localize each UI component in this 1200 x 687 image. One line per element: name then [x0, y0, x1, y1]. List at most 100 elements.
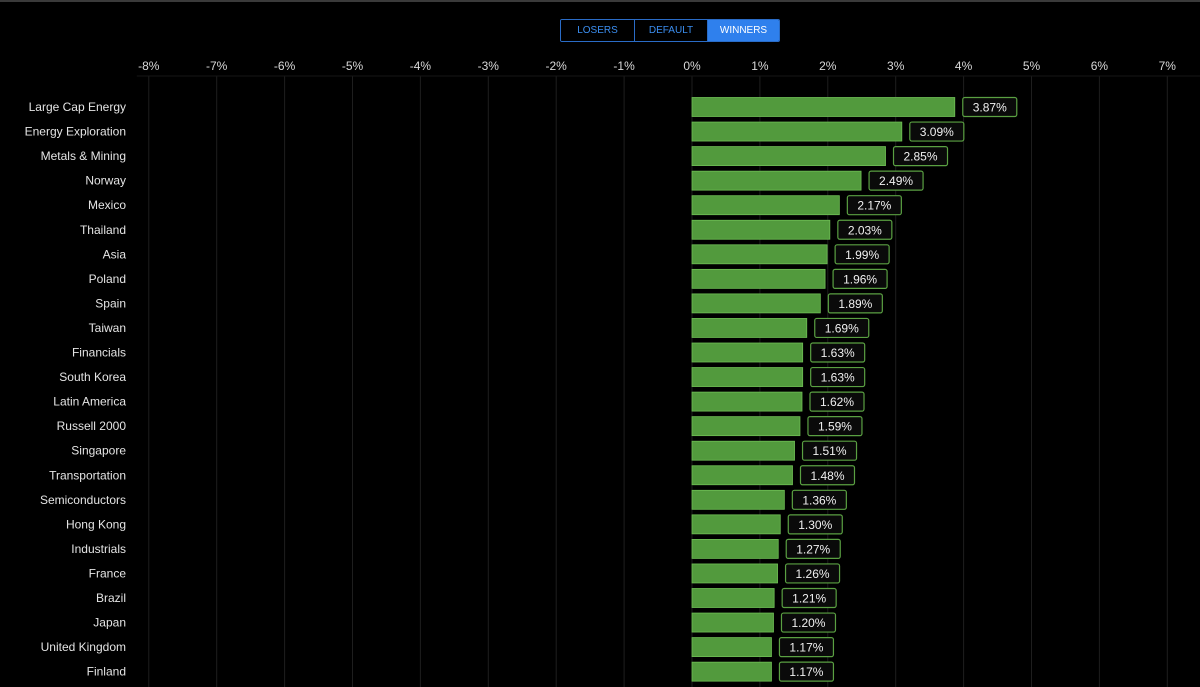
value-label: 1.96% — [843, 272, 877, 286]
bar[interactable] — [691, 465, 793, 486]
value-label-box — [780, 612, 837, 633]
value-label-box — [781, 587, 837, 609]
bar[interactable] — [691, 539, 779, 559]
value-label-box — [827, 293, 883, 314]
default-button[interactable]: DEFAULT — [634, 20, 707, 41]
x-tick-label: 6% — [1091, 59, 1109, 73]
value-label: 1.59% — [818, 420, 852, 434]
category-label: Finland — [87, 665, 126, 679]
value-label: 1.36% — [802, 493, 836, 507]
bar[interactable] — [691, 293, 821, 314]
value-label: 3.09% — [920, 125, 954, 139]
category-label: United Kingdom — [41, 640, 126, 654]
x-tick-label: 4% — [955, 59, 973, 73]
value-label: 1.20% — [791, 616, 825, 630]
value-label: 1.17% — [789, 641, 823, 655]
x-tick-label: -3% — [478, 59, 500, 73]
grid-lines — [136, 75, 1200, 687]
value-label-box — [778, 636, 835, 658]
category-label: Singapore — [71, 444, 126, 458]
bar[interactable] — [691, 637, 772, 657]
x-tick-label: 5% — [1023, 59, 1041, 73]
value-label: 1.51% — [813, 444, 847, 458]
value-label-box — [778, 661, 835, 682]
value-label: 1.62% — [820, 395, 854, 409]
x-tick-label: -6% — [274, 59, 296, 73]
bar[interactable] — [691, 514, 781, 535]
value-label-box — [807, 416, 863, 437]
category-label: Industrials — [71, 542, 126, 556]
category-label: Hong Kong — [66, 517, 126, 531]
category-label: Mexico — [88, 198, 126, 212]
x-tick-label: -1% — [613, 59, 635, 73]
category-label: Russell 2000 — [57, 419, 127, 433]
category-label: Metals & Mining — [41, 149, 126, 163]
bar[interactable] — [691, 170, 862, 191]
bar[interactable] — [691, 661, 772, 682]
value-label-box — [892, 146, 949, 167]
x-tick-label: 2% — [819, 59, 837, 73]
bar[interactable] — [691, 489, 785, 510]
bar[interactable] — [691, 440, 795, 461]
category-label: Latin America — [53, 395, 126, 409]
value-label-box — [832, 268, 888, 289]
value-label: 1.63% — [821, 346, 855, 360]
category-label: South Korea — [59, 370, 126, 384]
category-label: Asia — [103, 247, 127, 261]
x-tick-label: -2% — [546, 59, 568, 73]
bar[interactable] — [691, 121, 903, 142]
category-label: France — [89, 566, 127, 580]
value-labels: 3.87% 3.09% 2.85% 2.49% 2.17% 2.03% 1.99% 1.96%… — [778, 96, 1018, 682]
value-label-box — [868, 170, 924, 191]
bar[interactable] — [691, 219, 831, 240]
bars — [691, 97, 956, 682]
x-tick-label: 1% — [751, 59, 769, 73]
bar[interactable] — [691, 146, 886, 167]
value-label-box — [801, 440, 858, 461]
value-label-box — [787, 514, 843, 535]
x-tick-label: 0% — [683, 59, 701, 73]
x-tick-label: -4% — [410, 59, 432, 73]
value-label-box — [785, 538, 841, 560]
losers-button[interactable]: LOSERS — [561, 20, 634, 41]
value-label: 1.69% — [825, 321, 859, 335]
bar[interactable] — [691, 268, 826, 289]
bar[interactable] — [691, 563, 778, 584]
category-label: Brazil — [96, 591, 126, 605]
value-label-box — [784, 563, 841, 584]
bar[interactable] — [691, 342, 804, 363]
value-label: 2.49% — [879, 174, 913, 188]
value-label-box — [791, 489, 847, 510]
value-label-box — [810, 366, 866, 388]
bar[interactable] — [691, 195, 840, 216]
value-label: 1.48% — [810, 469, 844, 483]
category-label: Semiconductors — [40, 493, 126, 507]
value-label-box — [814, 317, 870, 339]
category-label: Energy Exploration — [25, 125, 126, 139]
x-axis-ticks: -8% -7% -6% -5% -4% -3% -2% -1% 0% 1% 2% 3% 4% 5% 6% 7% — [138, 59, 1176, 73]
bar[interactable] — [691, 367, 804, 387]
x-tick-label: 7% — [1159, 59, 1177, 73]
category-label: Large Cap Energy — [29, 100, 126, 114]
bar[interactable] — [691, 612, 774, 633]
winners-button[interactable]: WINNERS — [707, 20, 779, 41]
bar[interactable] — [691, 391, 803, 412]
x-tick-label: -8% — [138, 59, 160, 73]
value-label: 2.85% — [903, 150, 937, 164]
bar[interactable] — [691, 97, 956, 117]
category-label: Financials — [72, 346, 126, 360]
value-label-box — [834, 244, 890, 265]
bar[interactable] — [691, 416, 801, 437]
bar[interactable] — [691, 318, 808, 338]
x-tick-label: -7% — [206, 59, 228, 73]
category-label: Taiwan — [89, 321, 126, 335]
x-tick-label: 3% — [887, 59, 905, 73]
value-label: 1.26% — [796, 567, 830, 581]
category-label: Poland — [89, 272, 126, 286]
value-label-box — [909, 121, 965, 142]
value-label: 3.87% — [973, 101, 1007, 115]
bar[interactable] — [691, 244, 828, 265]
bar[interactable] — [691, 588, 775, 608]
value-label-box — [809, 391, 865, 412]
